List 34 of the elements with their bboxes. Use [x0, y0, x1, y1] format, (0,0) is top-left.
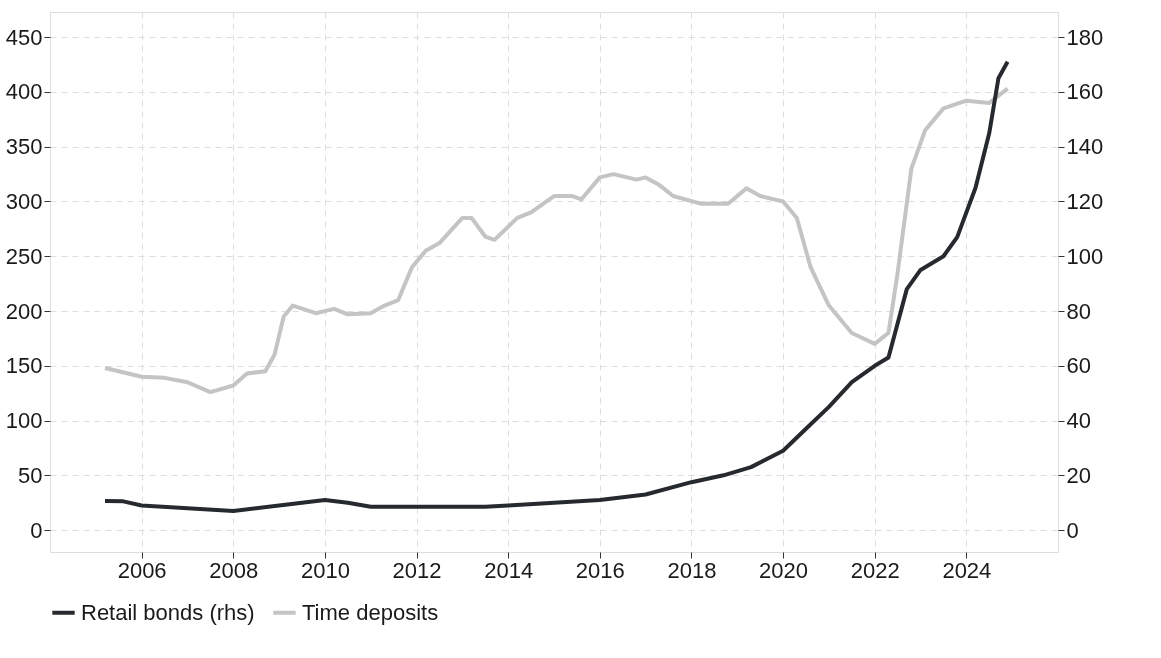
y-tick-label: 100 [5, 408, 43, 434]
legend-label: Retail bonds (rhs) [81, 599, 255, 625]
x-tick-label: 2010 [300, 557, 350, 583]
x-tick-label: 2006 [117, 557, 167, 583]
y2-tick-label: 100 [1066, 243, 1104, 269]
x-tick-label: 2012 [392, 557, 442, 583]
line-series [102, 59, 1010, 513]
line-series [102, 86, 1010, 395]
y-tick-label: 0 [30, 517, 43, 543]
x-tick-label: 2020 [759, 557, 809, 583]
y-tick-label: 400 [5, 79, 43, 105]
y-tick-label: 350 [5, 134, 43, 160]
y-tick-label: 250 [5, 243, 43, 269]
x-tick-label: 2018 [667, 557, 717, 583]
y-tick-label: 450 [5, 24, 43, 50]
x-tick-label: 2008 [209, 557, 259, 583]
y-tick-label: 200 [5, 298, 43, 324]
y-tick-label: 150 [5, 353, 43, 379]
y2-tick-label: 60 [1066, 353, 1091, 379]
y2-tick-label: 40 [1066, 408, 1091, 434]
x-tick-label: 2024 [942, 557, 992, 583]
x-tick-label: 2014 [484, 557, 534, 583]
y2-tick-label: 20 [1066, 462, 1091, 488]
legend-label: Time deposits [302, 599, 439, 625]
y2-tick-label: 0 [1066, 517, 1079, 543]
y2-tick-label: 120 [1066, 188, 1104, 214]
y2-tick-label: 180 [1066, 24, 1104, 50]
y-tick-label: 50 [18, 462, 43, 488]
x-tick-label: 2016 [575, 557, 625, 583]
y2-tick-label: 80 [1066, 298, 1091, 324]
x-tick-label: 2022 [850, 557, 900, 583]
y2-tick-label: 140 [1066, 134, 1104, 160]
y-tick-label: 300 [5, 188, 43, 214]
y2-tick-label: 160 [1066, 79, 1104, 105]
